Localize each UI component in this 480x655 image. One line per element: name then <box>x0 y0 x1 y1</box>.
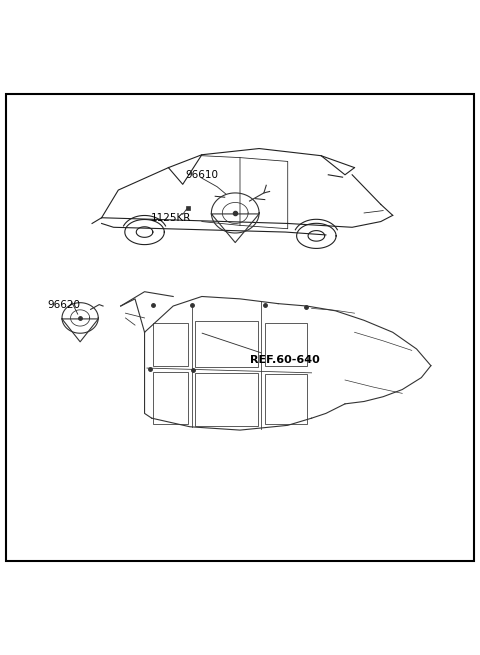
Bar <box>195 322 258 367</box>
Bar <box>153 323 188 365</box>
Text: 1125KR: 1125KR <box>151 213 191 223</box>
Bar <box>195 373 258 426</box>
Bar <box>265 374 307 424</box>
Text: REF.60-640: REF.60-640 <box>251 355 320 365</box>
Text: 96610: 96610 <box>185 170 218 179</box>
Bar <box>265 323 307 365</box>
Text: 96620: 96620 <box>47 299 80 310</box>
Bar <box>153 372 188 424</box>
